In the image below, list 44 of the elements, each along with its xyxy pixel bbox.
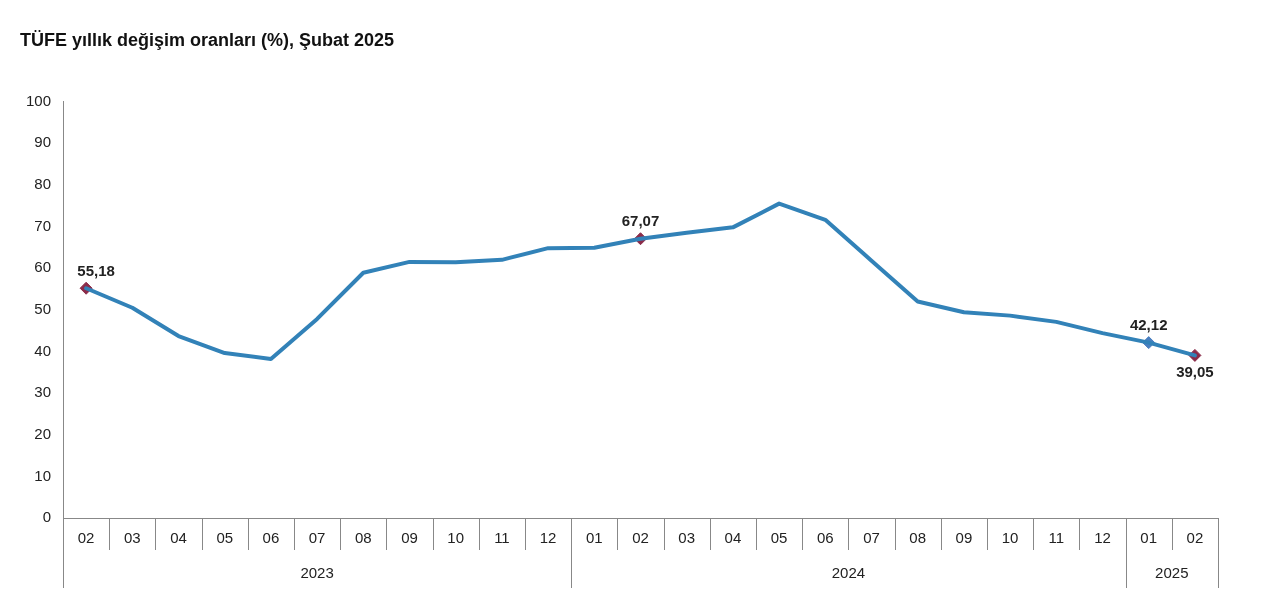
text: 2023	[300, 564, 334, 582]
x-tick-label: 12	[1094, 529, 1111, 547]
x-tick-label: 09	[401, 529, 418, 547]
x-tick-label: 06	[262, 529, 280, 547]
x-tick-label: 05	[216, 529, 234, 547]
y-tick-label: 100	[26, 91, 52, 109]
x-tick-label: 07	[863, 529, 880, 547]
x-tick-label: 05	[770, 529, 788, 547]
chart-title: TÜFE yıllık değişim oranları (%), Şubat 2025	[20, 29, 395, 50]
x-tick-label: 04	[724, 529, 742, 547]
y-tick-label: 10	[34, 466, 52, 484]
x-tick-label: 06	[816, 529, 834, 547]
x-tick-label: 02	[1186, 529, 1204, 547]
y-tick-label: 0	[42, 508, 52, 526]
x-tick-label: 12	[539, 529, 557, 547]
x-tick-label: 10	[1001, 529, 1019, 547]
x-tick-label: 11	[494, 529, 510, 547]
text: 2024	[831, 564, 866, 582]
y-tick-label: 90	[34, 133, 52, 151]
x-tick-label: 01	[585, 529, 603, 547]
x-tick-label: 11	[1048, 529, 1065, 547]
x-tick-label: 04	[170, 529, 187, 547]
data-label: 55,18	[77, 261, 115, 279]
y-tick-label: 50	[34, 299, 52, 317]
x-tick-label: 10	[447, 529, 465, 547]
x-tick-label: 07	[308, 529, 326, 547]
x-tick-label: 03	[678, 529, 696, 547]
data-label: 67,07	[621, 212, 660, 230]
y-tick-label: 20	[34, 424, 52, 442]
data-label: 42,12	[1129, 316, 1168, 334]
text: 2025	[1155, 564, 1189, 582]
y-tick-label: 70	[34, 216, 52, 234]
x-tick-label: 09	[955, 529, 973, 547]
x-tick-label: 08	[354, 529, 372, 547]
x-tick-label: 08	[909, 529, 927, 547]
y-tick-label: 40	[34, 341, 52, 359]
data-label: 39,05	[1176, 363, 1214, 381]
y-tick-label: 60	[34, 258, 52, 276]
x-tick-label: 02	[632, 529, 649, 547]
y-tick-label: 80	[34, 175, 52, 193]
x-tick-label: 03	[123, 529, 141, 547]
x-tick-label: 02	[77, 529, 95, 547]
y-tick-label: 30	[34, 383, 52, 401]
x-tick-label: 01	[1140, 529, 1158, 547]
